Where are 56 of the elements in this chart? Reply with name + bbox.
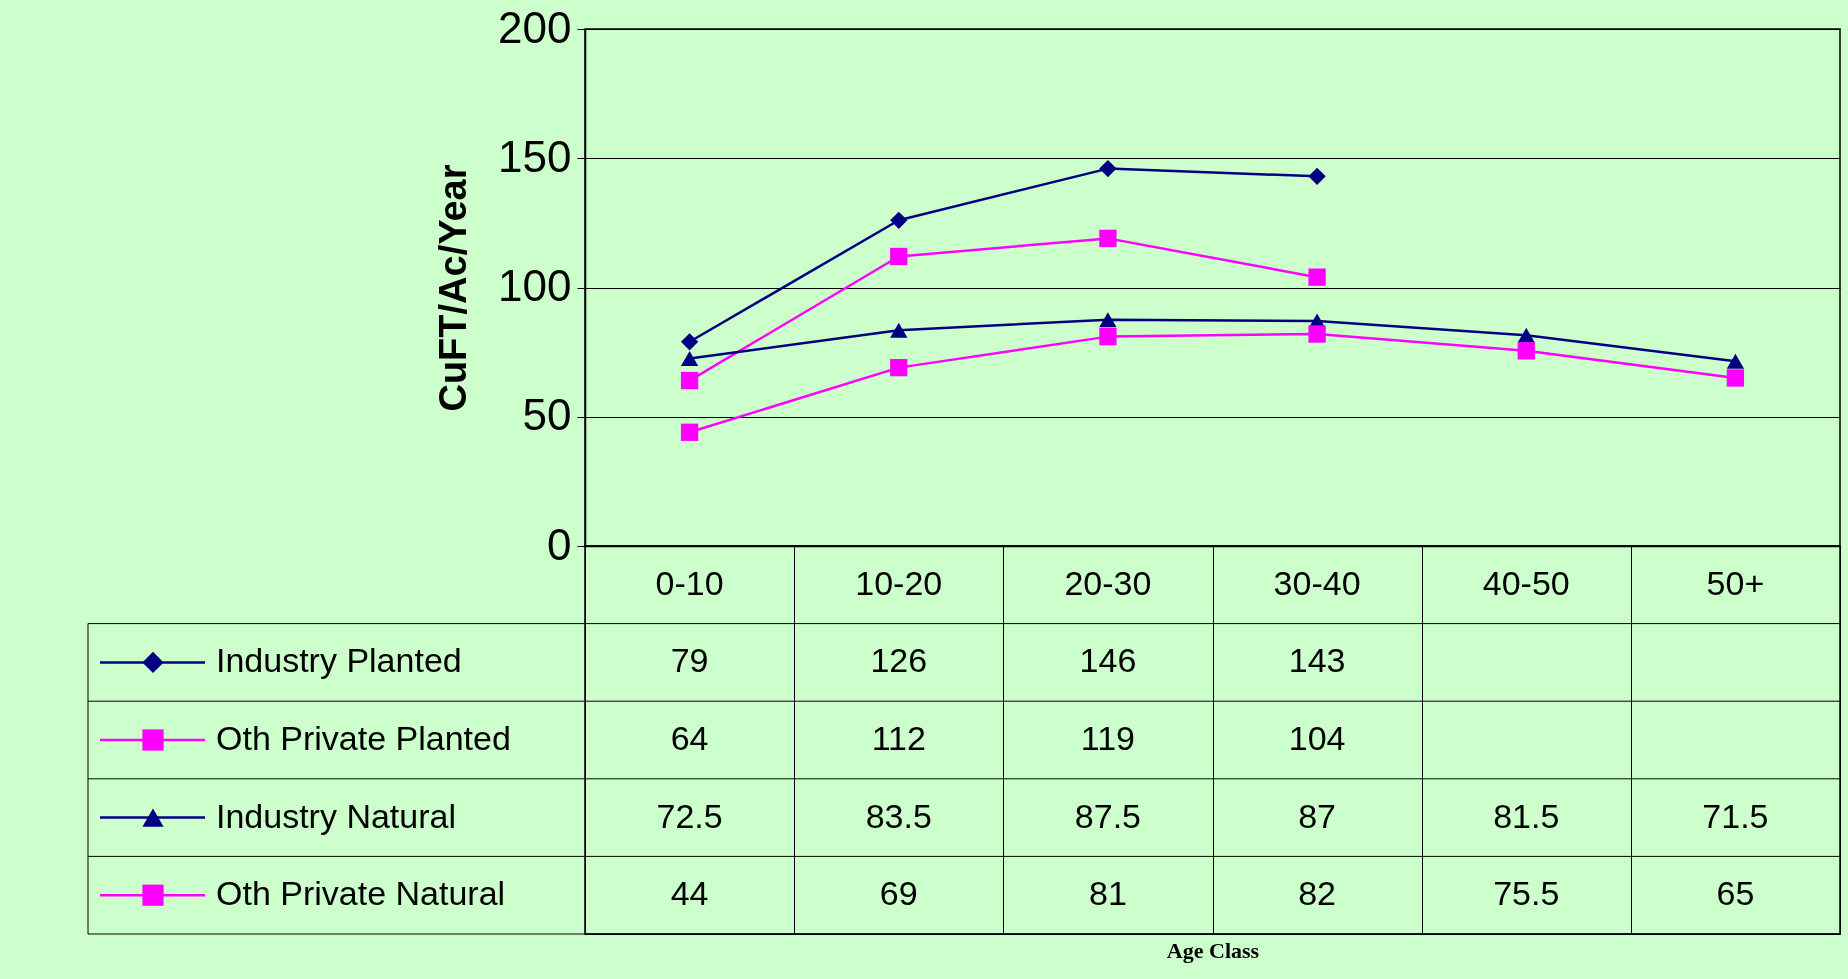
data-label: 75.5	[1493, 874, 1560, 913]
point	[1308, 268, 1326, 286]
y-tick-label: 100	[498, 261, 572, 310]
data-label: 65	[1716, 874, 1755, 913]
data-label: 146	[1079, 641, 1137, 680]
legend-label: Industry Natural	[216, 796, 456, 835]
y-tick-label: 50	[522, 390, 572, 440]
x-tick-label: 30-40	[1273, 563, 1361, 602]
legend-label: Oth Private Planted	[216, 719, 511, 757]
point	[1099, 159, 1117, 178]
point	[680, 371, 699, 390]
point	[890, 322, 908, 338]
x-tick-label: 40-50	[1482, 563, 1570, 602]
data-label: 44	[670, 874, 709, 913]
data-label: 83.5	[865, 796, 932, 835]
data-label: 72.5	[656, 796, 723, 835]
data-label: 104	[1288, 719, 1346, 757]
point	[1308, 167, 1326, 186]
data-label: 112	[871, 719, 926, 757]
point	[1308, 325, 1326, 343]
data-label: 126	[870, 641, 928, 680]
x-tick-label: 0-10	[655, 563, 724, 602]
data-label: 69	[879, 874, 918, 913]
data-label: 82	[1298, 874, 1336, 913]
y-tick-label: 150	[498, 131, 572, 181]
point	[1517, 342, 1535, 360]
point	[890, 211, 908, 229]
data-label: 81.5	[1493, 796, 1560, 835]
data-label: 87.5	[1074, 796, 1142, 835]
data-label: 119	[1080, 719, 1136, 757]
y-tick-label: 200	[498, 2, 572, 52]
data-label: 81	[1089, 874, 1127, 913]
y-axis-title: CuFT/Ac/Year	[432, 164, 475, 412]
point	[1726, 353, 1745, 369]
text: Age Class	[1166, 937, 1260, 963]
x-tick-label: 20-30	[1064, 563, 1152, 602]
point	[1517, 327, 1535, 343]
point	[890, 358, 908, 377]
data-label: 87	[1298, 796, 1336, 835]
point	[680, 333, 699, 351]
point	[1099, 229, 1117, 248]
data-label: 79	[670, 641, 709, 680]
y-tick-label: 0	[547, 519, 572, 569]
point	[1099, 327, 1117, 346]
data-label: 71.5	[1702, 796, 1769, 835]
point	[1099, 312, 1117, 328]
data-label: 143	[1288, 641, 1346, 680]
legend-label: Industry Planted	[216, 641, 462, 680]
legend-label: Oth Private Natural	[216, 874, 506, 913]
x-tick-label: 10-20	[855, 563, 943, 602]
point	[890, 247, 908, 266]
point	[1726, 369, 1745, 387]
point	[680, 351, 699, 367]
point	[680, 423, 699, 441]
x-tick-label: 50+	[1706, 563, 1765, 602]
data-label: 64	[670, 719, 709, 757]
